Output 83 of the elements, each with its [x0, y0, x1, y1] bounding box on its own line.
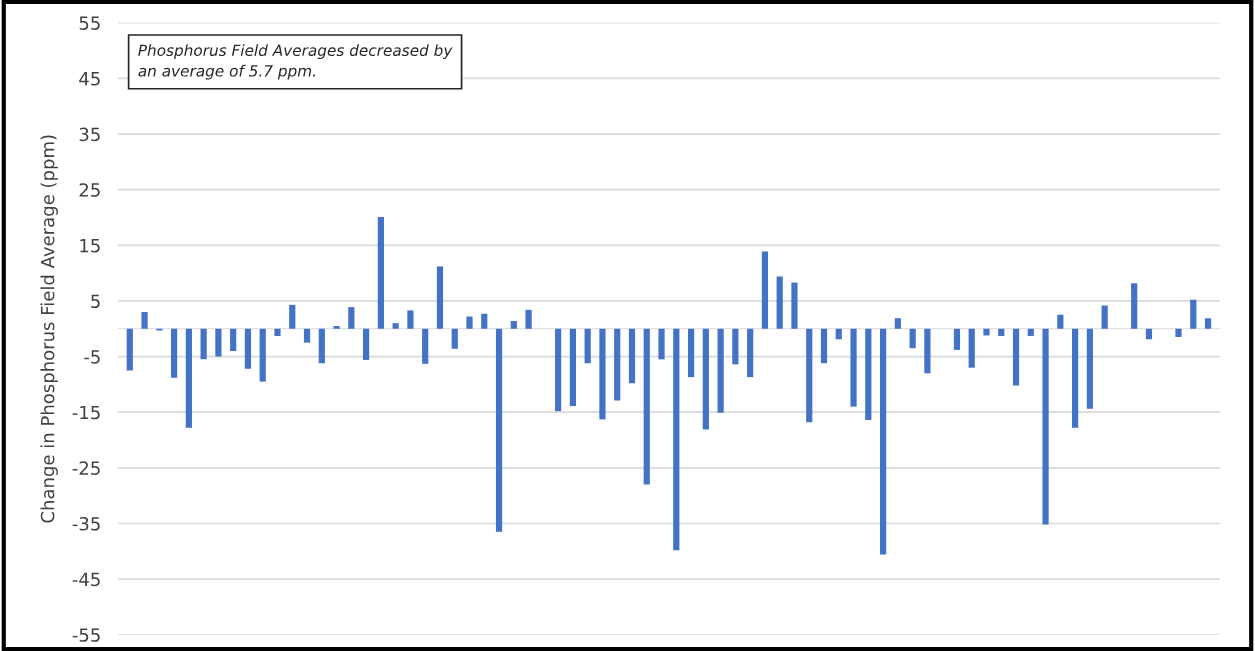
bar [259, 328, 266, 382]
bar [555, 328, 562, 412]
bar [1131, 283, 1138, 329]
bar [673, 328, 680, 551]
bar [1190, 299, 1197, 329]
bar [924, 328, 931, 374]
bar [628, 328, 636, 384]
bar [820, 328, 828, 364]
bar [894, 318, 901, 329]
bar [318, 328, 325, 364]
bar [510, 320, 517, 329]
bar [1072, 328, 1079, 428]
bar [614, 328, 621, 401]
bar [289, 304, 296, 329]
bar [1145, 328, 1153, 340]
y-tick-label: -5 [84, 350, 100, 364]
y-tick-label: -55 [72, 628, 100, 642]
bar [983, 328, 990, 336]
bar [584, 328, 591, 364]
bar [436, 266, 444, 329]
y-tick-label: 5 [91, 294, 100, 309]
bar [569, 328, 577, 407]
bar [1086, 328, 1093, 409]
bar [643, 328, 650, 485]
y-tick-label: -25 [72, 461, 100, 475]
y-tick-label: 35 [79, 127, 100, 142]
bar [481, 313, 488, 329]
bar [1012, 328, 1020, 386]
bar [303, 328, 311, 343]
bar [1042, 328, 1049, 525]
bar [998, 328, 1005, 336]
bar [732, 328, 739, 365]
bar [407, 310, 414, 329]
y-tick-label: -15 [72, 405, 100, 420]
y-tick-label: -45 [72, 572, 100, 587]
bar [171, 328, 178, 378]
y-axis-title: Change in Phosphorus Field Average (ppm) [40, 135, 58, 523]
y-tick-label: 15 [80, 239, 100, 253]
bar [791, 282, 798, 329]
bar [422, 328, 429, 364]
bar [230, 328, 237, 352]
bar [835, 328, 842, 340]
y-tick-label: 45 [79, 72, 100, 86]
bar [392, 323, 399, 329]
bar [215, 328, 222, 357]
bar [495, 328, 503, 532]
bar [185, 328, 192, 428]
bar [466, 316, 473, 329]
bar [451, 328, 458, 349]
bar [1057, 314, 1064, 329]
bar [333, 325, 340, 329]
bar [599, 328, 606, 420]
y-tick-label: -35 [72, 516, 100, 531]
bar [377, 216, 384, 329]
bar [717, 328, 724, 413]
bar [747, 328, 754, 378]
bar [525, 309, 532, 329]
bar [909, 328, 916, 349]
bar [200, 328, 207, 360]
bar [687, 328, 695, 378]
bar [1101, 305, 1108, 329]
bar [702, 328, 709, 430]
bar [658, 328, 665, 360]
y-tick-label: 25 [79, 183, 100, 197]
bar [879, 328, 887, 555]
annotation: Phosphorus Field Averages decreased by an average of 5.7 ppm. [138, 44, 453, 80]
y-tick-label: 55 [79, 16, 100, 30]
bar [348, 307, 355, 329]
bar [141, 312, 148, 329]
bar [1027, 328, 1034, 336]
bar [806, 328, 813, 423]
bar [274, 328, 281, 336]
bar [1204, 318, 1212, 329]
bar [761, 251, 769, 329]
bar [776, 276, 783, 329]
bar [850, 328, 857, 407]
bar [968, 328, 975, 368]
bar [865, 328, 872, 420]
bar [363, 328, 370, 360]
bar [126, 328, 133, 371]
bar [953, 328, 961, 350]
bar [244, 328, 252, 369]
bar [1175, 328, 1182, 338]
